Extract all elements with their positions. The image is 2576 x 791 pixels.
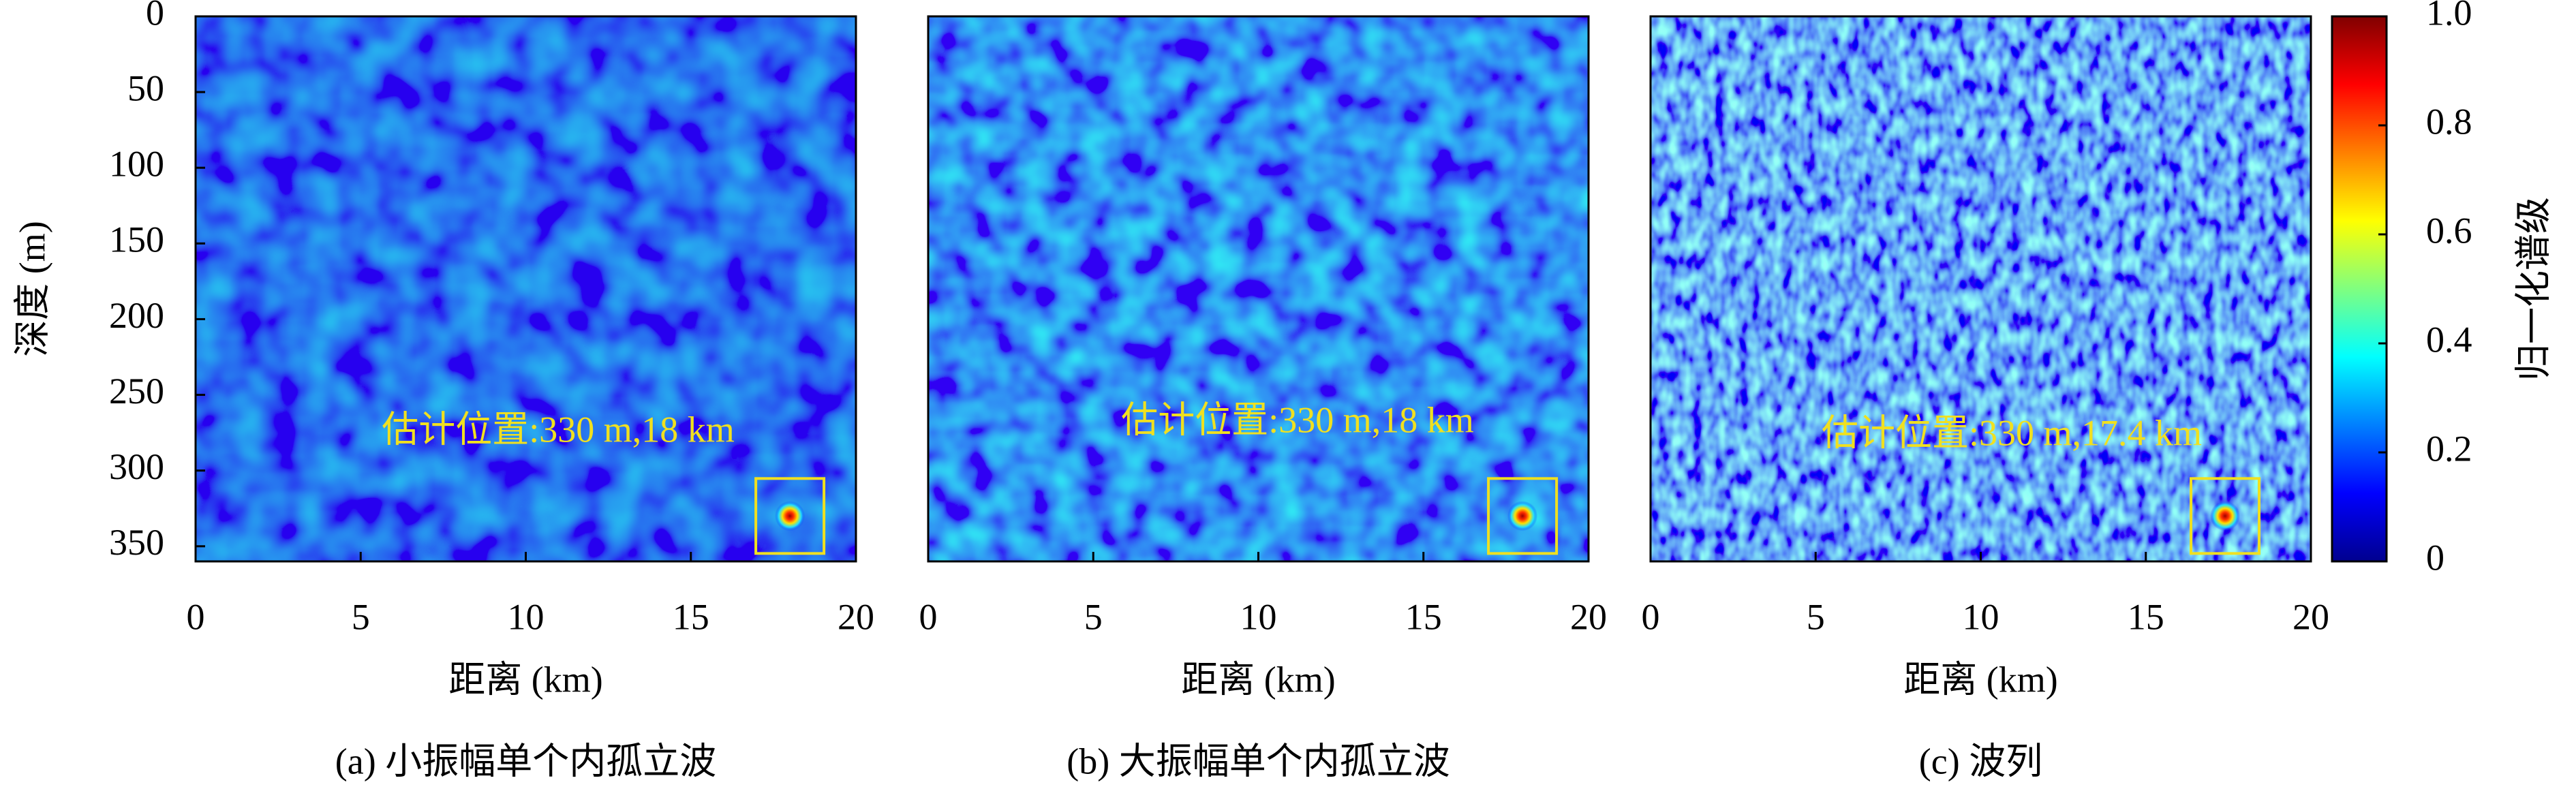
peak-box	[1487, 477, 1559, 555]
colorbar-tick-label: 0.2	[2426, 428, 2472, 469]
heatmap-field	[196, 16, 856, 561]
x-tick-label: 20	[1570, 596, 1607, 637]
y-tick-label: 0	[146, 0, 164, 33]
x-tick-label: 0	[187, 596, 205, 637]
colorbar-tick-label: 0.8	[2426, 101, 2472, 142]
y-tick-label: 100	[109, 144, 164, 185]
x-tick-label: 5	[1807, 596, 1825, 637]
peak-box	[754, 477, 826, 555]
x-tick-label: 5	[1084, 596, 1103, 637]
colorbar-tick-label: 0.6	[2426, 210, 2472, 251]
colorbar-label: 归一化谱级	[2513, 197, 2554, 381]
colorbar-tick-label: 0	[2426, 537, 2444, 578]
y-tick-label: 250	[109, 371, 164, 412]
colorbar	[2331, 15, 2388, 563]
x-tick-label: 10	[1963, 596, 1999, 637]
annotation: 估计位置:330 m,18 km	[382, 409, 735, 450]
heatmap-field	[928, 16, 1589, 561]
caption: (c) 波列	[1919, 741, 2042, 781]
y-tick-label: 350	[109, 522, 164, 563]
x-tick-label: 5	[352, 596, 370, 637]
y-axis-label: 深度 (m)	[12, 221, 52, 356]
x-tick-label: 20	[2293, 596, 2329, 637]
annotation: 估计位置:330 m,18 km	[1121, 399, 1474, 440]
x-axis-label: 距离 (km)	[1903, 659, 2057, 700]
y-tick-label: 200	[109, 295, 164, 336]
y-tick-label: 300	[109, 446, 164, 487]
x-tick-label: 0	[919, 596, 938, 637]
annotation: 估计位置:330 m,17.4 km	[1822, 412, 2202, 453]
peak	[2210, 501, 2241, 531]
x-tick-label: 15	[1405, 596, 1442, 637]
caption: (b) 大振幅单个内孤立波	[1067, 741, 1450, 781]
peak	[775, 501, 806, 531]
heatmap-field	[1651, 16, 2311, 561]
x-tick-label: 10	[508, 596, 545, 637]
colorbar-tick-label: 1.0	[2426, 0, 2472, 33]
x-axis-label: 距离 (km)	[1181, 659, 1335, 700]
peak-box	[2190, 477, 2261, 555]
x-axis-label: 距离 (km)	[448, 659, 602, 700]
x-tick-label: 20	[838, 596, 874, 637]
y-tick-label: 150	[109, 219, 164, 260]
x-tick-label: 15	[2128, 596, 2164, 637]
caption: (a) 小振幅单个内孤立波	[335, 741, 716, 781]
x-tick-label: 0	[1642, 596, 1660, 637]
y-tick-label: 50	[127, 68, 164, 109]
colorbar-tick-label: 0.4	[2426, 319, 2472, 360]
x-tick-label: 15	[673, 596, 709, 637]
peak	[1507, 501, 1538, 531]
x-tick-label: 10	[1240, 596, 1277, 637]
